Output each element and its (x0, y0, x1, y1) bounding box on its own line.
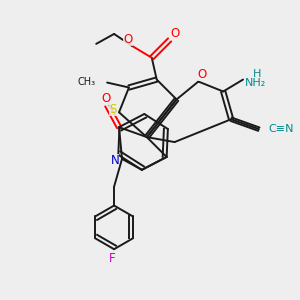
Text: C≡N: C≡N (269, 124, 294, 134)
Text: O: O (198, 68, 207, 81)
Text: NH₂: NH₂ (245, 77, 266, 88)
Text: CH₃: CH₃ (77, 76, 95, 87)
Text: O: O (170, 27, 179, 40)
Text: O: O (101, 92, 111, 105)
Text: N: N (111, 154, 119, 167)
Text: H: H (253, 69, 261, 79)
Text: F: F (109, 252, 116, 265)
Text: O: O (123, 33, 133, 46)
Text: S: S (110, 103, 117, 116)
